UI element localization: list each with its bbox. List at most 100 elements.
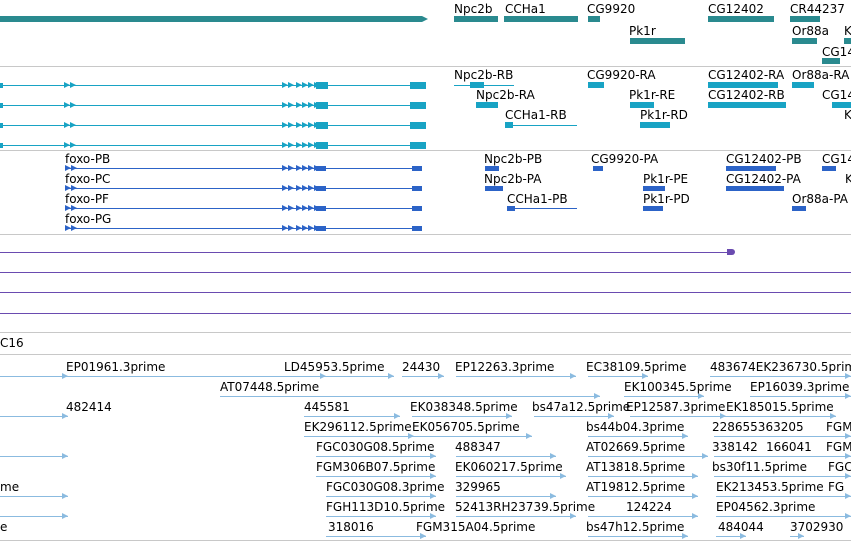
- est-label: FG: [828, 480, 845, 494]
- transcript-label: Pk1r-RD: [640, 108, 688, 122]
- strand-arrow-icon: [692, 493, 698, 499]
- gene-bar-npc2b[interactable]: [454, 16, 498, 22]
- strand-arrow-icon: [64, 142, 70, 148]
- protein-intron-line: [65, 168, 420, 169]
- misc-feature-line[interactable]: [0, 272, 851, 273]
- est-alignment: [402, 376, 444, 377]
- est-alignment: [588, 516, 698, 517]
- transcript-exon: [792, 82, 814, 88]
- protein-exon: [726, 166, 776, 171]
- transcript-label: CCHa1-RB: [505, 108, 567, 122]
- est-alignment: [0, 376, 68, 377]
- est-label: bs44b04.3prime: [586, 420, 685, 434]
- est-label: EC38109.5prime: [586, 360, 687, 374]
- strand-arrow-icon: [302, 122, 308, 128]
- gene-bar-or88a[interactable]: [792, 38, 817, 44]
- protein-exon: [412, 206, 422, 211]
- strand-arrow-icon: [845, 473, 851, 479]
- protein-label: Npc2b-PB: [484, 152, 543, 166]
- strand-arrow-icon: [682, 533, 688, 539]
- transcript-intron-line: [0, 145, 425, 146]
- misc-feature-line[interactable]: [0, 252, 730, 253]
- strand-arrow-icon: [64, 82, 70, 88]
- strand-arrow-icon: [65, 205, 71, 211]
- strand-arrow-icon: [282, 205, 288, 211]
- gene-label: CG14: [822, 45, 851, 59]
- track-separator: [0, 332, 851, 333]
- est-label: 482414: [66, 400, 112, 414]
- transcript-ccha1-rb[interactable]: [505, 125, 577, 126]
- est-label: 3702930: [790, 520, 844, 534]
- transcript-exon: [0, 123, 3, 128]
- est-alignment: [726, 416, 836, 417]
- strand-arrow-icon: [65, 225, 71, 231]
- gene-label: CG9920: [587, 2, 636, 16]
- est-label: 445581: [304, 400, 350, 414]
- strand-arrow-icon: [62, 373, 68, 379]
- track-separator: [0, 354, 851, 355]
- est-label: EK185015.5prime: [726, 400, 834, 414]
- transcript-label: CG12402-RA: [708, 68, 785, 82]
- strand-arrow-icon: [296, 122, 302, 128]
- est-alignment: [220, 396, 600, 397]
- strand-arrow-icon: [550, 493, 556, 499]
- strand-arrow-icon: [830, 413, 836, 419]
- gene-bar-pk1r[interactable]: [630, 38, 685, 44]
- gene-bar-cg14[interactable]: [822, 58, 840, 64]
- transcript-exon: [0, 143, 3, 148]
- est-alignment: [456, 496, 556, 497]
- est-alignment: [588, 436, 688, 437]
- protein-exon: [412, 226, 422, 231]
- gene-bar-ccha1[interactable]: [504, 16, 578, 22]
- strand-arrow-icon: [65, 185, 71, 191]
- strand-arrow-icon: [308, 122, 314, 128]
- strand-arrow-icon: [282, 225, 288, 231]
- est-label: e: [0, 520, 8, 534]
- est-label: AT13818.5prime: [586, 460, 686, 474]
- protein-exon: [726, 186, 784, 191]
- strand-arrow-icon: [302, 185, 308, 191]
- strand-arrow-icon: [845, 453, 851, 459]
- protein-label: Or88a-PA: [792, 192, 849, 206]
- est-label: FGC: [828, 460, 851, 474]
- est-label: FGM: [826, 420, 851, 434]
- gene-bar-cg12402[interactable]: [708, 16, 774, 22]
- misc-feature-line[interactable]: [0, 313, 851, 314]
- est-label: bs47a12.5prime: [532, 400, 631, 414]
- protein-ccha1-pb[interactable]: [507, 208, 577, 209]
- transcript-exon: [630, 102, 654, 108]
- protein-label: CG12402-PB: [726, 152, 802, 166]
- transcript-npc2b-rb[interactable]: [454, 85, 514, 86]
- strand-arrow-icon: [570, 513, 576, 519]
- strand-arrow-icon: [71, 165, 77, 171]
- est-alignment: [0, 416, 68, 417]
- est-alignment: [750, 396, 851, 397]
- strand-arrow-icon: [288, 205, 294, 211]
- strand-arrow-icon: [608, 413, 614, 419]
- protein-intron-line: [65, 208, 420, 209]
- protein-label: CCHa1-PB: [507, 192, 568, 206]
- protein-exon: [412, 166, 422, 171]
- strand-arrow-icon: [682, 433, 688, 439]
- protein-exon: [316, 166, 326, 171]
- gene-bar-k[interactable]: [844, 38, 851, 44]
- gene-bar-foxo[interactable]: [0, 16, 422, 22]
- gene-bar-cr44237[interactable]: [790, 16, 820, 22]
- strand-arrow-icon: [296, 82, 302, 88]
- est-alignment: [0, 516, 68, 517]
- gene-label: Pk1r: [629, 24, 656, 38]
- strand-arrow-icon: [302, 142, 308, 148]
- est-alignment: [714, 436, 851, 437]
- est-alignment: [412, 536, 426, 537]
- est-label: EP04562.3prime: [716, 500, 816, 514]
- est-label: FGM315A04.5prime: [416, 520, 536, 534]
- strand-arrow-icon: [71, 205, 77, 211]
- misc-feature-line[interactable]: [0, 292, 851, 293]
- strand-arrow-icon: [62, 493, 68, 499]
- est-label: EP12263.3prime: [455, 360, 555, 374]
- strand-arrow-icon: [798, 533, 804, 539]
- gene-bar-cg9920[interactable]: [588, 16, 600, 22]
- strand-arrow-icon: [308, 142, 314, 148]
- strand-arrow-icon: [64, 102, 70, 108]
